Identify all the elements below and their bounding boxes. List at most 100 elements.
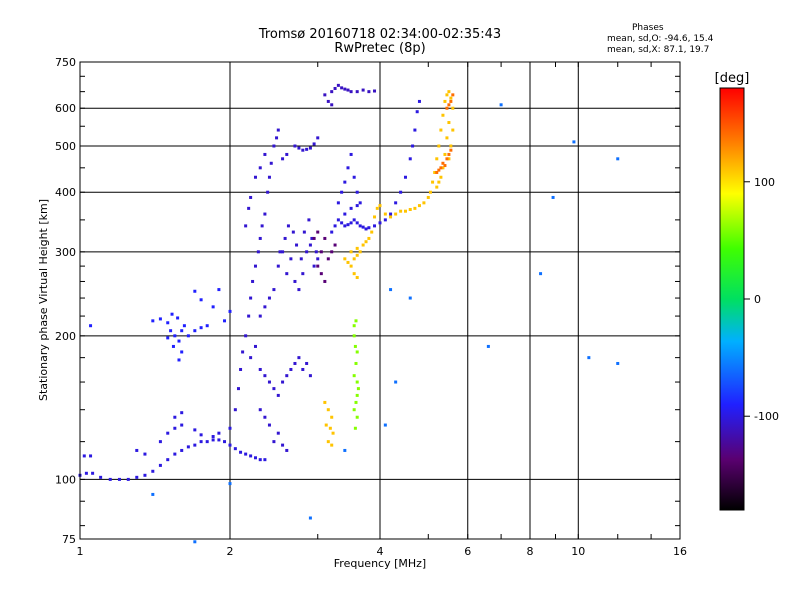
- data-point: [166, 458, 170, 462]
- data-point: [289, 367, 293, 371]
- data-point: [437, 144, 441, 148]
- data-point: [572, 140, 576, 144]
- grid: [80, 62, 680, 539]
- data-point: [166, 336, 170, 340]
- data-point: [394, 212, 398, 216]
- data-point: [166, 431, 170, 435]
- data-point: [180, 411, 184, 415]
- y-tick-label: 500: [55, 140, 76, 153]
- data-point: [305, 361, 309, 365]
- data-point: [305, 250, 309, 254]
- data-point: [89, 454, 93, 458]
- data-point: [367, 90, 371, 94]
- data-point: [173, 415, 177, 419]
- x-axis: 1 2 4 6 8 10 16: [77, 62, 687, 558]
- data-point: [260, 224, 264, 228]
- data-point: [308, 374, 312, 378]
- data-point: [352, 334, 356, 338]
- data-point: [326, 440, 330, 444]
- phases-stats-o: mean, sd,O: -94.6, 15.4: [607, 34, 714, 44]
- y-tick-label: 200: [55, 330, 76, 343]
- data-point: [82, 454, 86, 458]
- data-point: [373, 215, 377, 219]
- data-point: [297, 356, 301, 360]
- data-point: [349, 90, 353, 94]
- data-point: [445, 157, 449, 161]
- data-point: [330, 415, 334, 419]
- y-axis-label: Stationary phase Virtual Height [km]: [37, 199, 50, 401]
- data-point: [269, 161, 273, 165]
- data-point: [333, 86, 337, 90]
- data-point: [449, 144, 453, 148]
- data-point: [177, 358, 181, 362]
- data-point: [286, 224, 290, 228]
- data-point: [308, 146, 312, 150]
- data-point: [223, 319, 227, 323]
- data-point: [151, 469, 155, 473]
- data-point: [316, 264, 320, 268]
- data-point: [228, 309, 232, 313]
- data-point: [319, 250, 323, 254]
- data-point: [314, 250, 318, 254]
- data-point: [340, 221, 344, 225]
- x-tick-label: 6: [464, 545, 471, 558]
- data-point: [326, 257, 330, 261]
- data-point: [352, 324, 356, 328]
- data-point: [346, 260, 350, 264]
- colorbar-tick-label: 0: [754, 293, 761, 306]
- data-point: [433, 170, 437, 174]
- data-point: [447, 103, 451, 107]
- data-point: [352, 272, 356, 276]
- data-point: [330, 250, 334, 254]
- data-point: [258, 166, 262, 170]
- data-point: [408, 207, 412, 211]
- data-point: [413, 128, 417, 132]
- data-point: [343, 224, 347, 228]
- data-point: [281, 443, 285, 447]
- data-point: [441, 113, 445, 117]
- colorbar-tick-label: -100: [754, 410, 779, 423]
- data-point: [135, 448, 139, 452]
- chart-subtitle: RwPretec (8p): [334, 41, 426, 56]
- data-point: [330, 103, 334, 107]
- data-point: [173, 334, 177, 338]
- data-point: [244, 224, 248, 228]
- data-point: [352, 374, 356, 378]
- data-point: [180, 448, 184, 452]
- data-point: [293, 279, 297, 283]
- data-point: [437, 180, 441, 184]
- data-point: [193, 443, 197, 447]
- data-point: [443, 152, 447, 156]
- data-point: [253, 344, 257, 348]
- data-point: [263, 152, 267, 156]
- data-point: [431, 180, 435, 184]
- data-point: [267, 423, 271, 427]
- data-point: [323, 236, 327, 240]
- data-point: [447, 152, 451, 156]
- data-point: [330, 443, 334, 447]
- data-point: [253, 456, 257, 460]
- data-point: [217, 288, 221, 292]
- y-tick-label: 750: [55, 56, 76, 69]
- data-point: [551, 195, 555, 199]
- data-point: [451, 106, 455, 110]
- phases-stats-x: mean, sd,X: 87.1, 19.7: [607, 45, 710, 55]
- data-point: [361, 243, 365, 247]
- data-point: [291, 230, 295, 234]
- data-point: [449, 148, 453, 152]
- data-point: [349, 206, 353, 210]
- data-point: [383, 423, 387, 427]
- data-point: [258, 367, 262, 371]
- data-point: [316, 136, 320, 140]
- data-point: [272, 387, 276, 391]
- data-point: [330, 90, 334, 94]
- data-point: [439, 166, 443, 170]
- data-point: [445, 106, 449, 110]
- data-point: [367, 236, 371, 240]
- data-point: [399, 190, 403, 194]
- data-point: [403, 209, 407, 213]
- data-point: [263, 374, 267, 378]
- data-point: [352, 257, 356, 261]
- data-point: [302, 230, 306, 234]
- data-point: [267, 175, 271, 179]
